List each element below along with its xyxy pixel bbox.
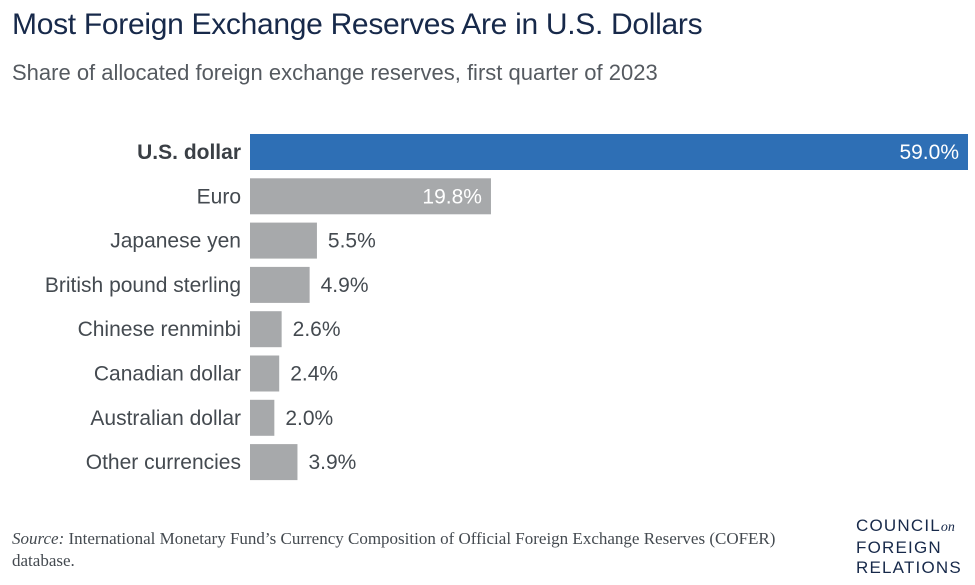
cfr-logo: COUNCILon FOREIGN RELATIONS (856, 516, 962, 578)
bar-canadian-dollar (250, 355, 280, 392)
value-label-canadian-dollar: 2.4% (290, 363, 338, 386)
bar-british-pound-sterling (250, 266, 310, 303)
value-label-japanese-yen: 5.5% (328, 230, 376, 253)
source-text: International Monetary Fund’s Currency C… (12, 529, 776, 570)
value-label-australian-dollar: 2.0% (285, 407, 333, 430)
category-label-australian-dollar: Australian dollar (90, 407, 241, 430)
logo-line-council: COUNCIL (856, 516, 941, 535)
value-label-british-pound-sterling: 4.9% (321, 274, 369, 297)
chart-subtitle: Share of allocated foreign exchange rese… (12, 60, 658, 85)
value-label-chinese-renminbi: 2.6% (293, 318, 341, 341)
category-label-british-pound-sterling: British pound sterling (45, 274, 241, 297)
bar-u-s-dollar (250, 134, 968, 170)
category-label-euro: Euro (197, 185, 241, 208)
logo-line-relations: RELATIONS (856, 558, 962, 577)
bar-other-currencies (250, 444, 298, 481)
bar-chinese-renminbi (250, 311, 282, 348)
chart-title: Most Foreign Exchange Reserves Are in U.… (12, 8, 703, 41)
category-label-other-currencies: Other currencies (86, 451, 241, 474)
bar-euro (250, 178, 491, 215)
category-label-chinese-renminbi: Chinese renminbi (78, 318, 241, 341)
logo-on: on (940, 520, 955, 535)
bar-australian-dollar (250, 399, 275, 436)
category-label-u-s-dollar: U.S. dollar (137, 141, 241, 164)
value-label-euro: 19.8% (422, 185, 482, 208)
source-prefix: Source: (12, 529, 65, 548)
category-label-japanese-yen: Japanese yen (110, 230, 241, 253)
value-label-u-s-dollar: 59.0% (899, 141, 959, 164)
category-label-canadian-dollar: Canadian dollar (94, 363, 241, 386)
bar-japanese-yen (250, 222, 317, 259)
bar-chart: U.S. dollar 59.0% Euro 19.8% Japanese yen 5.5… (45, 134, 968, 481)
value-label-other-currencies: 3.9% (308, 451, 356, 474)
source-note: Source: International Monetary Fund’s Cu… (12, 528, 832, 572)
logo-line-foreign: FOREIGN (856, 538, 942, 557)
